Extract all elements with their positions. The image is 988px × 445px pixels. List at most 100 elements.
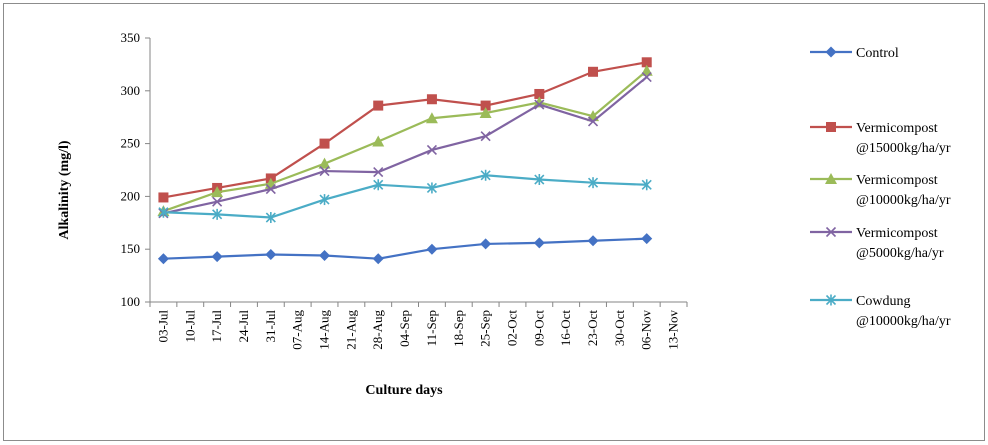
x-tick-label: 21-Aug	[343, 310, 358, 350]
x-tick-label: 02-Oct	[504, 310, 519, 346]
x-tick-label: 10-Jul	[182, 310, 197, 343]
y-tick-label: 150	[121, 241, 141, 256]
legend-marker	[826, 122, 836, 132]
series-line	[163, 76, 648, 215]
series-3	[157, 64, 653, 217]
series-4	[158, 72, 652, 219]
data-point	[534, 88, 545, 99]
data-point	[426, 243, 438, 255]
data-point	[318, 157, 331, 169]
data-point	[211, 251, 223, 263]
legend-marker	[825, 294, 837, 306]
legend-label-line2: @10000kg/ha/yr	[856, 193, 951, 208]
data-point	[265, 248, 277, 260]
x-axis-title: Culture days	[365, 383, 443, 398]
data-point	[372, 135, 385, 147]
data-point	[373, 100, 384, 111]
data-point	[587, 116, 599, 127]
data-point	[319, 165, 330, 177]
data-point	[319, 194, 330, 206]
x-tick-label: 31-Jul	[263, 310, 278, 343]
data-point	[319, 138, 330, 149]
legend-item: Control	[810, 46, 899, 61]
legend-label: Cowdung	[856, 294, 910, 309]
legend-marker	[825, 226, 837, 238]
legend-marker	[825, 46, 837, 58]
data-point	[158, 206, 169, 218]
data-point	[426, 182, 437, 194]
data-point	[373, 167, 384, 178]
data-point	[587, 177, 599, 189]
data-point	[641, 233, 653, 245]
data-point	[212, 196, 223, 207]
legend-item: Vermicompost @15000kg/ha/yr	[810, 121, 951, 156]
data-point	[480, 131, 491, 142]
y-axis-title: Alkalinity (mg/l)	[57, 140, 72, 240]
data-point	[480, 238, 492, 250]
x-tick-label: 23-Oct	[585, 310, 600, 346]
data-point	[480, 169, 491, 181]
x-tick-label: 25-Sep	[478, 310, 493, 347]
data-point	[480, 100, 491, 111]
legend-item: Vermicompost @10000kg/ha/yr	[810, 173, 951, 208]
legend-label-line2: @5000kg/ha/yr	[856, 246, 944, 261]
legend-label: Vermicompost	[856, 173, 938, 188]
data-point	[319, 250, 331, 262]
x-tick-label: 13-Nov	[666, 310, 681, 350]
series-line	[163, 174, 647, 219]
legend-label-line2: @10000kg/ha/yr	[856, 314, 951, 329]
x-tick-label: 04-Sep	[397, 310, 412, 347]
data-point	[534, 174, 545, 186]
chart-area	[3, 3, 985, 441]
legend-item: Cowdung @10000kg/ha/yr	[810, 294, 951, 329]
x-tick-label: 03-Jul	[155, 310, 170, 343]
data-point	[426, 94, 437, 105]
x-tick-label: 06-Nov	[639, 310, 654, 350]
y-tick-label: 300	[121, 83, 141, 98]
data-point	[158, 192, 169, 203]
data-point	[534, 99, 545, 110]
series-5	[158, 169, 652, 224]
x-tick-label: 07-Aug	[290, 310, 305, 350]
legend-label: Vermicompost	[856, 226, 938, 241]
x-tick-label: 11-Sep	[424, 310, 439, 346]
data-point	[265, 183, 276, 195]
data-point	[212, 208, 223, 220]
series-1	[157, 233, 653, 265]
data-point	[641, 57, 652, 68]
data-point	[425, 112, 438, 124]
data-point	[641, 72, 652, 83]
series-layer	[157, 57, 653, 265]
data-point	[479, 106, 492, 118]
data-point	[533, 237, 545, 249]
x-tick-label: 30-Oct	[612, 310, 627, 346]
data-point	[588, 66, 599, 77]
series-line	[163, 69, 648, 213]
legend-item: Vermicompost @5000kg/ha/yr	[810, 226, 944, 261]
y-tick-label: 350	[121, 30, 141, 45]
x-tick-label: 14-Aug	[317, 310, 332, 350]
x-tick-label: 28-Aug	[370, 310, 385, 350]
x-tick-label: 17-Jul	[209, 310, 224, 343]
data-point	[157, 253, 169, 265]
y-tick-label: 100	[121, 294, 141, 309]
x-tick-label: 18-Sep	[451, 310, 466, 347]
x-tick-label: 24-Jul	[236, 310, 251, 343]
legend-label: Control	[856, 46, 899, 61]
series-line	[163, 61, 647, 199]
data-point	[426, 144, 437, 156]
y-axis: 100 150 200 250 300 350	[121, 30, 151, 309]
x-tick-label: 16-Oct	[558, 310, 573, 346]
data-point	[211, 186, 224, 198]
x-tick-label: 09-Oct	[531, 310, 546, 346]
legend: Control Vermicompost@15000kg/ha/yr Vermico…	[810, 46, 951, 329]
data-point	[641, 179, 652, 191]
y-tick-label: 250	[121, 136, 141, 151]
data-point	[265, 212, 276, 224]
legend-marker	[825, 173, 837, 184]
y-tick-label: 200	[121, 188, 141, 203]
data-point	[373, 179, 384, 191]
data-point	[372, 253, 384, 265]
series-line	[163, 237, 647, 260]
